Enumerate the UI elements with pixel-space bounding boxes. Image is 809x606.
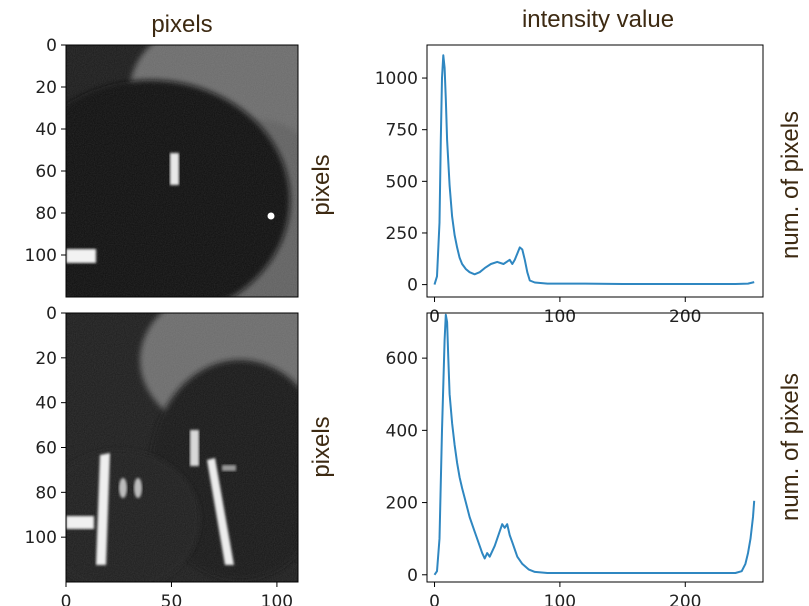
x-tick-label: 0 xyxy=(429,307,440,327)
y-axis-label: num. of pixels xyxy=(777,373,804,521)
y-tick-label: 750 xyxy=(386,121,418,141)
y-tick-label: 80 xyxy=(35,483,57,503)
eye-image-bottom xyxy=(66,313,298,582)
y-tick-label: 20 xyxy=(35,78,57,98)
x-tick-label: 0 xyxy=(429,592,440,606)
y-tick-label: 0 xyxy=(46,36,57,56)
histogram-top: intensity value 0 250 500 750 1000 0 100 200 nu… xyxy=(375,6,804,327)
x-ticks: 0 50 100 xyxy=(61,582,293,606)
x-tick-label: 50 xyxy=(161,592,183,606)
y-tick-label: 500 xyxy=(386,172,418,192)
plot-frame xyxy=(426,44,764,298)
y-tick-label: 40 xyxy=(35,394,57,414)
panel-title: pixels xyxy=(151,11,212,38)
y-tick-label: 250 xyxy=(386,224,418,244)
panel-title: intensity value xyxy=(522,6,674,33)
histogram-series-line xyxy=(433,313,756,576)
y-tick-label: 1000 xyxy=(375,69,418,89)
y-ticks: 0 20 40 60 80 100 xyxy=(25,36,66,266)
y-tick-label: 400 xyxy=(386,421,418,441)
histogram-bottom: 0 200 400 600 0 100 200 num. of pixels xyxy=(386,312,804,606)
plot-marks: 0 200 400 600 0 100 200 xyxy=(386,313,756,606)
plot-marks: 0 250 500 750 1000 0 100 200 xyxy=(375,54,755,327)
y-tick-label: 100 xyxy=(25,246,57,266)
image-panel-top: pixels 0 20 40 60 80 100 pixels xyxy=(25,11,335,298)
x-tick-label: 200 xyxy=(669,592,701,606)
x-tick-label: 100 xyxy=(544,592,576,606)
x-tick-label: 0 xyxy=(61,592,72,606)
x-tick-label: 200 xyxy=(669,307,701,327)
histogram-series-line xyxy=(433,54,755,285)
y-axis-label: pixels xyxy=(308,154,335,215)
marker-dot xyxy=(267,212,275,220)
image-panel-bottom: 0 20 40 60 80 100 0 50 100 pixels xyxy=(25,304,335,606)
y-tick-label: 80 xyxy=(35,204,57,224)
y-axis-label: pixels xyxy=(308,416,335,477)
y-axis-label: num. of pixels xyxy=(777,111,804,259)
y-tick-label: 600 xyxy=(386,349,418,369)
y-ticks: 0 20 40 60 80 100 xyxy=(25,304,66,548)
plot-frame xyxy=(426,312,764,583)
y-tick-label: 40 xyxy=(35,120,57,140)
y-tick-label: 20 xyxy=(35,349,57,369)
y-tick-label: 100 xyxy=(25,528,57,548)
y-tick-label: 0 xyxy=(46,304,57,324)
x-tick-label: 100 xyxy=(261,592,293,606)
y-tick-label: 60 xyxy=(35,162,57,182)
y-tick-label: 0 xyxy=(407,276,418,296)
y-tick-label: 0 xyxy=(407,566,418,586)
eye-image-top xyxy=(66,45,298,297)
x-tick-label: 100 xyxy=(544,307,576,327)
y-tick-label: 200 xyxy=(386,494,418,514)
y-tick-label: 60 xyxy=(35,439,57,459)
